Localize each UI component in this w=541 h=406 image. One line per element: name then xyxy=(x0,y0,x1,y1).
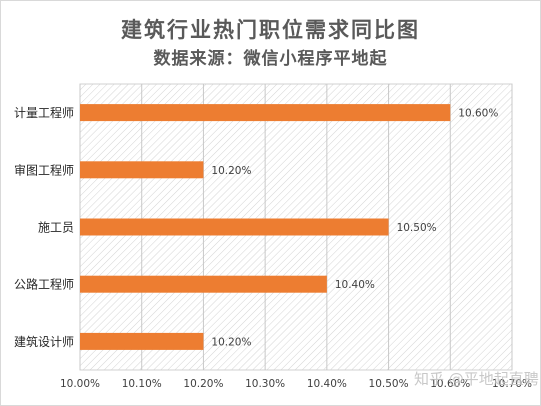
y-category-label: 建筑设计师 xyxy=(14,334,74,349)
data-label: 10.60% xyxy=(458,108,498,120)
data-label: 10.20% xyxy=(211,336,251,348)
x-tick-label: 10.20% xyxy=(183,378,223,390)
x-tick-label: 10.30% xyxy=(245,378,285,390)
bar xyxy=(80,104,451,122)
data-label: 10.50% xyxy=(397,222,437,234)
y-category-label: 审图工程师 xyxy=(14,162,74,177)
chart-subtitle: 数据来源：微信小程序平地起 xyxy=(153,49,388,69)
data-label: 10.20% xyxy=(211,165,251,177)
x-tick-label: 10.10% xyxy=(122,378,162,390)
bar xyxy=(80,275,327,293)
bar xyxy=(80,161,204,179)
y-category-label: 计量工程师 xyxy=(14,105,74,120)
x-tick-label: 10.60% xyxy=(430,378,470,390)
data-label: 10.40% xyxy=(335,279,375,291)
chart-title: 建筑行业热门职位需求同比图 xyxy=(121,17,420,42)
bar xyxy=(80,332,204,350)
y-category-label: 施工员 xyxy=(38,221,74,235)
bar xyxy=(80,218,389,236)
y-category-label: 公路工程师 xyxy=(14,277,74,292)
x-tick-label: 10.70% xyxy=(492,378,532,390)
x-tick-label: 10.00% xyxy=(60,378,100,390)
watermark: 知乎 @平地起直聘 xyxy=(414,370,539,388)
x-tick-label: 10.50% xyxy=(369,378,409,390)
x-tick-label: 10.40% xyxy=(307,378,347,390)
